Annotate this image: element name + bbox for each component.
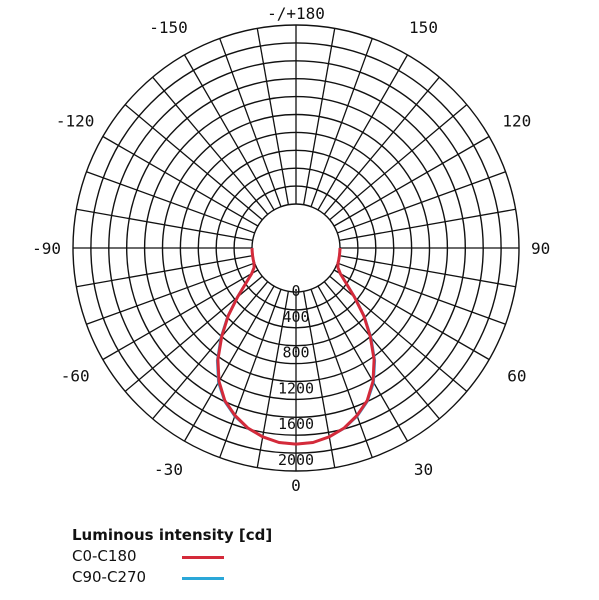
grid-spoke: [152, 281, 269, 420]
angle-tick-label: 0: [291, 476, 301, 495]
angle-tick-label: 120: [502, 112, 531, 131]
grid-spoke: [323, 281, 440, 420]
angle-tick-label: 60: [507, 367, 526, 386]
grid-spoke: [337, 171, 506, 234]
radial-tick-label: 800: [282, 344, 309, 362]
grid-spoke: [102, 269, 259, 361]
radial-tick-label: 1200: [278, 379, 314, 397]
grid-spoke: [219, 38, 282, 207]
polar-diagram: 0 400 800 1200 1600 2000 -/+180 -150 150 -120 120 -…: [32, 4, 550, 495]
grid-spoke: [76, 255, 253, 288]
grid-spoke: [329, 104, 468, 221]
radial-tick-label: 0: [291, 282, 300, 300]
grid-spoke: [317, 285, 409, 442]
intensity-curves: [215, 247, 377, 446]
grid-spoke: [86, 262, 255, 325]
grid-spoke: [310, 38, 373, 207]
legend-title: Luminous intensity [cd]: [72, 526, 273, 544]
legend: Luminous intensity [cd] C0-C180 C90-C270: [72, 524, 372, 588]
legend-item-c0-c180: C0-C180: [72, 546, 372, 567]
grid-spoke: [102, 135, 259, 227]
grid-spoke: [152, 76, 269, 215]
grid-spoke: [317, 54, 409, 211]
legend-label: C90-C270: [72, 568, 147, 586]
grid-spoke: [256, 28, 289, 205]
legend-label: C0-C180: [72, 547, 137, 565]
radial-tick-label: 2000: [278, 451, 314, 469]
angle-tick-label: 30: [414, 460, 433, 479]
angle-tick-label: -60: [61, 367, 90, 386]
angle-tick-label: -90: [32, 239, 61, 258]
angle-tick-label: 90: [531, 239, 550, 258]
grid-spoke: [323, 76, 440, 215]
radial-tick-label: 1600: [278, 415, 314, 433]
grid-spoke: [310, 289, 373, 458]
legend-item-c90-c270: C90-C270: [72, 567, 372, 588]
grid-spoke: [219, 289, 282, 458]
legend-swatch: [182, 556, 224, 559]
grid-spoke: [76, 208, 253, 241]
angle-tick-label: 150: [409, 18, 438, 37]
polar-labels: 0 400 800 1200 1600 2000 -/+180 -150 150 -120 120 -…: [32, 4, 550, 495]
series-curve-c0-c180: [216, 247, 376, 446]
grid-spoke: [303, 28, 336, 205]
grid-spoke: [183, 285, 275, 442]
grid-spoke: [183, 54, 275, 211]
grid-spoke: [339, 255, 516, 288]
grid-spoke: [329, 275, 468, 392]
grid-spoke: [337, 262, 506, 325]
polar-grid: [72, 24, 520, 472]
radial-tick-label: 400: [282, 308, 309, 326]
grid-spoke: [339, 208, 516, 241]
grid-ring: [251, 203, 341, 293]
angle-tick-label: -/+180: [267, 4, 325, 23]
grid-spoke: [333, 135, 490, 227]
grid-spoke: [333, 269, 490, 361]
angle-tick-label: -30: [154, 460, 183, 479]
angle-tick-label: -150: [149, 18, 188, 37]
legend-swatch: [182, 577, 224, 580]
grid-spoke: [124, 275, 263, 392]
grid-spoke: [124, 104, 263, 221]
angle-tick-label: -120: [56, 112, 95, 131]
grid-spoke: [86, 171, 255, 234]
